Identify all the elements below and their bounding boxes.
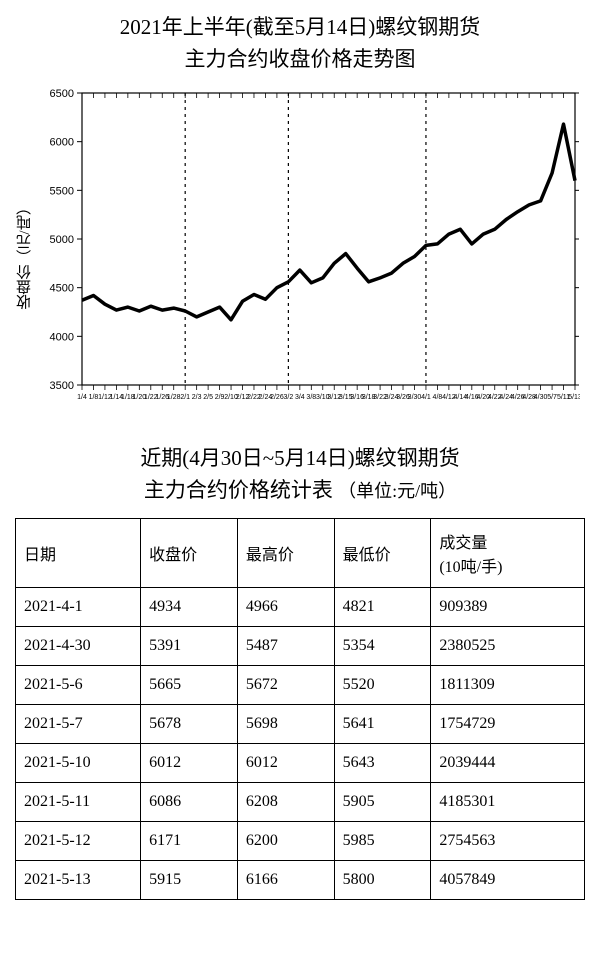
table-title-line2: 主力合约价格统计表 [144,478,333,502]
cell-date: 2021-5-11 [16,783,141,822]
svg-text:4/1: 4/1 [421,394,431,401]
svg-text:2/3: 2/3 [192,394,202,401]
cell-high: 6166 [237,861,334,900]
cell-low: 5800 [334,861,431,900]
svg-text:6500: 6500 [50,88,74,100]
col-close: 收盘价 [141,519,238,588]
cell-close: 6086 [141,783,238,822]
svg-text:1/28: 1/28 [167,394,181,401]
svg-text:4/30: 4/30 [534,394,548,401]
cell-date: 2021-4-30 [16,627,141,666]
col-volume: 成交量 (10吨/手) [431,519,585,588]
cell-high: 6012 [237,744,334,783]
cell-date: 2021-5-12 [16,822,141,861]
cell-close: 5678 [141,705,238,744]
svg-text:3/8: 3/8 [306,394,316,401]
cell-date: 2021-5-10 [16,744,141,783]
cell-low: 5643 [334,744,431,783]
cell-date: 2021-5-7 [16,705,141,744]
cell-volume: 2039444 [431,744,585,783]
svg-text:1/4: 1/4 [77,394,87,401]
cell-volume: 4057849 [431,861,585,900]
price-chart: 收盘价（元/吨） 35004000450050005500600065001/4… [20,85,580,425]
cell-date: 2021-4-1 [16,588,141,627]
table-title-line1: 近期(4月30日~5月14日)螺纹钢期货 [140,446,459,470]
svg-text:3/2: 3/2 [284,394,294,401]
svg-text:4500: 4500 [50,283,74,295]
cell-close: 6171 [141,822,238,861]
table-row: 2021-4-1493449664821909389 [16,588,585,627]
cell-high: 5487 [237,627,334,666]
svg-text:3500: 3500 [50,380,74,392]
cell-close: 6012 [141,744,238,783]
cell-low: 5354 [334,627,431,666]
cell-close: 4934 [141,588,238,627]
svg-text:4/8: 4/8 [433,394,443,401]
table-row: 2021-4-305391548753542380525 [16,627,585,666]
cell-date: 2021-5-13 [16,861,141,900]
cell-low: 4821 [334,588,431,627]
col-date: 日期 [16,519,141,588]
cell-date: 2021-5-6 [16,666,141,705]
table-header-row: 日期 收盘价 最高价 最低价 成交量 (10吨/手) [16,519,585,588]
table-row: 2021-5-106012601256432039444 [16,744,585,783]
svg-text:2/1: 2/1 [180,394,190,401]
cell-close: 5391 [141,627,238,666]
svg-text:5/13: 5/13 [568,394,580,401]
col-low: 最低价 [334,519,431,588]
chart-title-line2: 主力合约收盘价格走势图 [185,47,416,71]
svg-text:2/5: 2/5 [203,394,213,401]
table-title: 近期(4月30日~5月14日)螺纹钢期货 主力合约价格统计表 （单位:元/吨） [0,439,600,518]
svg-text:1/8: 1/8 [89,394,99,401]
svg-text:5500: 5500 [50,185,74,197]
cell-volume: 1811309 [431,666,585,705]
cell-high: 4966 [237,588,334,627]
table-row: 2021-5-65665567255201811309 [16,666,585,705]
svg-text:6000: 6000 [50,137,74,149]
table-row: 2021-5-116086620859054185301 [16,783,585,822]
cell-high: 5672 [237,666,334,705]
cell-volume: 2754563 [431,822,585,861]
cell-low: 5520 [334,666,431,705]
chart-canvas: 35004000450050005500600065001/41/81/121/… [20,85,580,425]
svg-text:3/30: 3/30 [408,394,422,401]
col-volume-l2: (10吨/手) [439,559,502,576]
table-row: 2021-5-135915616658004057849 [16,861,585,900]
cell-volume: 1754729 [431,705,585,744]
cell-low: 5985 [334,822,431,861]
svg-text:2/26: 2/26 [270,394,284,401]
chart-title-line1: 2021年上半年(截至5月14日)螺纹钢期货 [120,15,481,39]
col-volume-l1: 成交量 [439,535,487,552]
table-row: 2021-5-126171620059852754563 [16,822,585,861]
table-title-unit: （单位:元/吨） [338,481,456,501]
cell-low: 5905 [334,783,431,822]
svg-text:4000: 4000 [50,331,74,343]
cell-close: 5915 [141,861,238,900]
y-axis-label: 收盘价（元/吨） [14,200,35,309]
table-row: 2021-5-75678569856411754729 [16,705,585,744]
cell-high: 5698 [237,705,334,744]
col-high: 最高价 [237,519,334,588]
svg-text:5000: 5000 [50,234,74,246]
cell-close: 5665 [141,666,238,705]
svg-text:3/4: 3/4 [295,394,305,401]
svg-text:5/7: 5/7 [547,394,557,401]
cell-volume: 909389 [431,588,585,627]
svg-text:2/9: 2/9 [215,394,225,401]
cell-volume: 2380525 [431,627,585,666]
cell-high: 6208 [237,783,334,822]
chart-title: 2021年上半年(截至5月14日)螺纹钢期货 主力合约收盘价格走势图 [0,0,600,85]
price-table: 日期 收盘价 最高价 最低价 成交量 (10吨/手) 2021-4-149344… [15,518,585,900]
cell-low: 5641 [334,705,431,744]
cell-volume: 4185301 [431,783,585,822]
cell-high: 6200 [237,822,334,861]
